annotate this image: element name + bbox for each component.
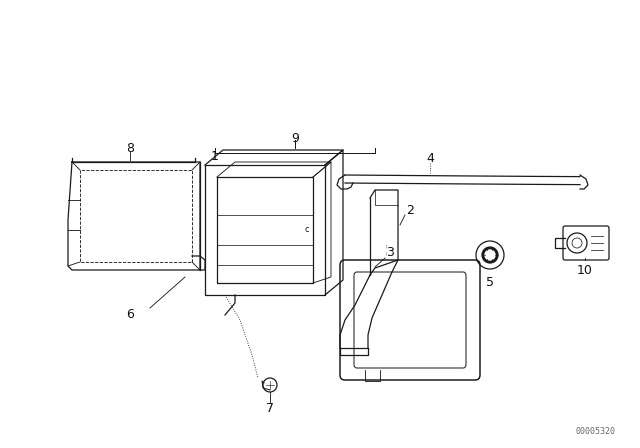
- Text: 5: 5: [486, 276, 494, 289]
- Text: 2: 2: [406, 203, 414, 216]
- Text: 00005320: 00005320: [575, 427, 615, 436]
- Text: 1: 1: [211, 150, 219, 163]
- Text: 6: 6: [126, 309, 134, 322]
- Text: 8: 8: [126, 142, 134, 155]
- Circle shape: [485, 250, 495, 260]
- Text: c: c: [305, 225, 309, 234]
- Text: 7: 7: [266, 401, 274, 414]
- Circle shape: [482, 247, 498, 263]
- Text: 9: 9: [291, 132, 299, 145]
- Text: 4: 4: [426, 151, 434, 164]
- Text: 3: 3: [386, 246, 394, 258]
- Text: 10: 10: [577, 263, 593, 276]
